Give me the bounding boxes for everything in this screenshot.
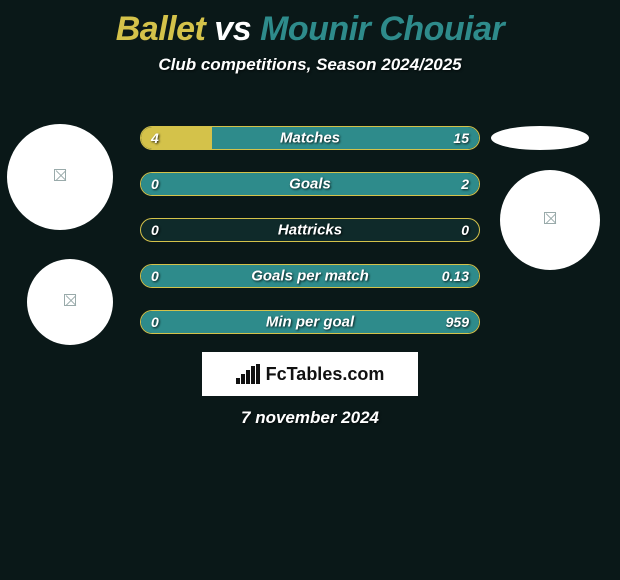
player1-avatar-small: [27, 259, 113, 345]
stat-label: Hattricks: [278, 222, 342, 239]
stat-value-left: 0: [151, 268, 159, 284]
stat-row: Min per goal 0 959: [140, 310, 480, 334]
stat-row: Goals per match 0 0.13: [140, 264, 480, 288]
broken-image-icon: [544, 212, 556, 224]
stat-bar-right: [212, 127, 479, 149]
title-player2: Mounir Chouiar: [260, 10, 504, 48]
comparison-title: Ballet vs Mounir Chouiar: [0, 0, 620, 49]
brand-text: FcTables.com: [266, 364, 385, 385]
stat-label: Goals: [289, 176, 331, 193]
stat-value-right: 2: [461, 176, 469, 192]
stats-bars: Matches415Goals02Hattricks00Goals per ma…: [140, 126, 480, 356]
bar-chart-icon: [236, 364, 260, 384]
footer-date: 7 november 2024: [0, 408, 620, 428]
broken-image-icon: [64, 294, 76, 306]
player1-avatar-large: [7, 124, 113, 230]
stat-row: Hattricks 0 0: [140, 218, 480, 242]
stat-value-left: 4: [151, 130, 159, 146]
stat-value-right: 0.13: [442, 268, 469, 284]
stat-row: Goals 0 2: [140, 172, 480, 196]
brand-box: FcTables.com: [202, 352, 418, 396]
stat-label: Min per goal: [266, 314, 354, 331]
title-player1: Ballet: [116, 10, 206, 48]
player2-avatar: [500, 170, 600, 270]
decor-ellipse: [491, 126, 589, 150]
stat-value-left: 0: [151, 176, 159, 192]
stat-value-left: 0: [151, 222, 159, 238]
comparison-subtitle: Club competitions, Season 2024/2025: [0, 55, 620, 75]
stat-value-right: 15: [453, 130, 469, 146]
stat-label: Matches: [280, 130, 340, 147]
broken-image-icon: [54, 169, 66, 181]
stat-value-left: 0: [151, 314, 159, 330]
stat-value-right: 959: [446, 314, 469, 330]
stat-value-right: 0: [461, 222, 469, 238]
title-vs: vs: [214, 10, 251, 48]
stat-row: Matches 4 15: [140, 126, 480, 150]
stat-label: Goals per match: [251, 268, 369, 285]
